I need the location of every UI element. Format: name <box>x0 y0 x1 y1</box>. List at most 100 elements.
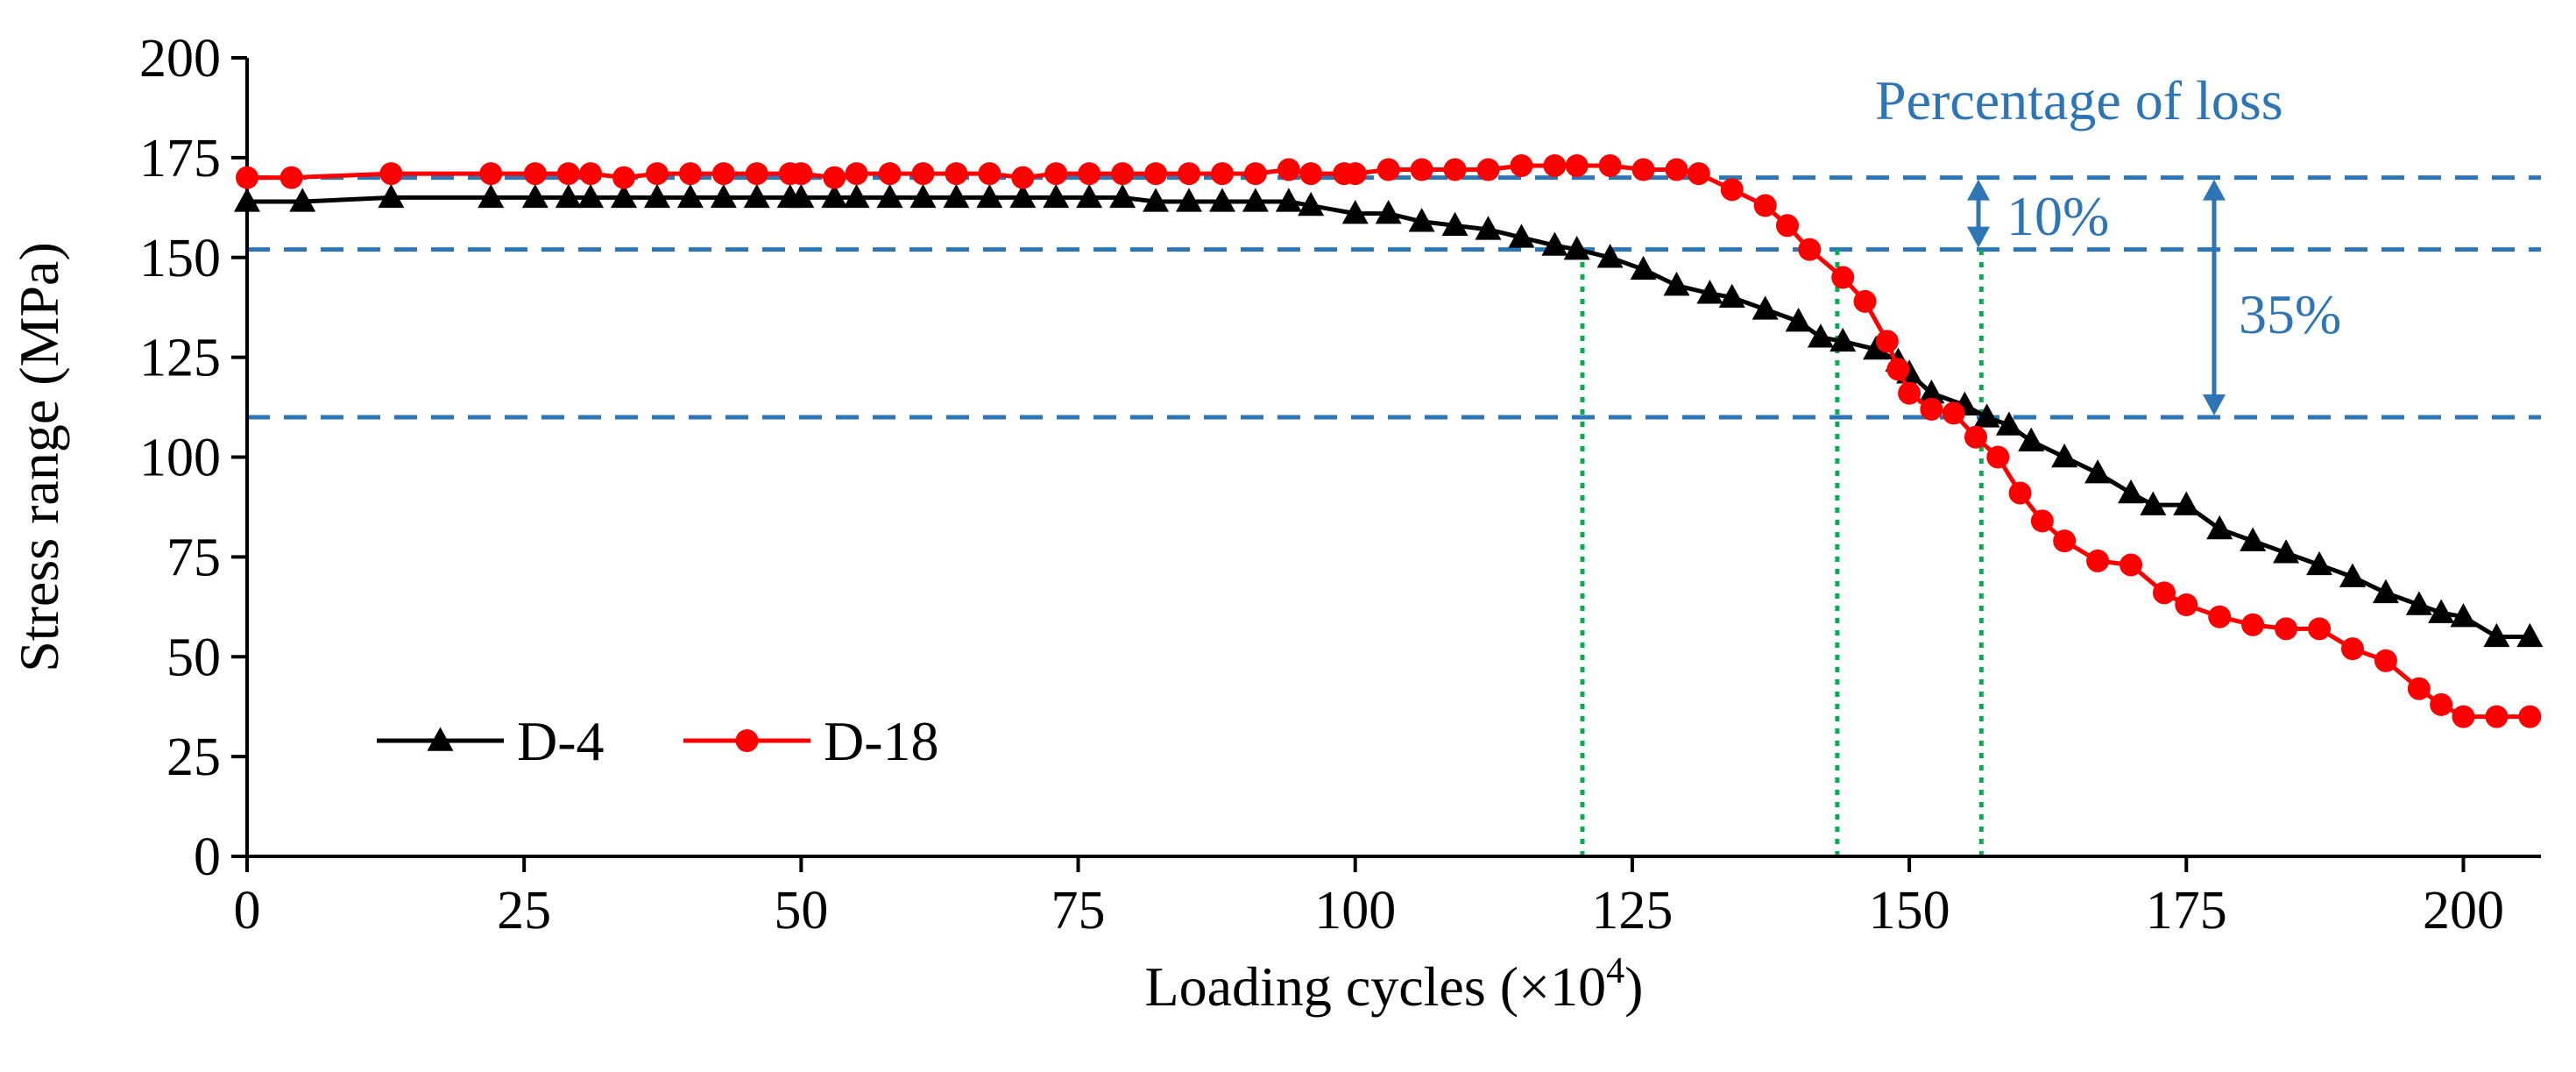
y-tick-label: 100 <box>139 429 221 488</box>
data-point-circle <box>479 162 503 186</box>
y-tick-label: 200 <box>139 29 221 89</box>
data-point-circle <box>1687 162 1710 186</box>
data-point-circle <box>1631 158 1655 181</box>
data-point-circle <box>1831 266 1855 289</box>
data-point-triangle <box>1275 188 1302 212</box>
data-point-triangle <box>1807 323 1834 348</box>
data-point-circle <box>1920 397 1943 421</box>
data-point-triangle <box>1995 411 2022 436</box>
data-point-circle <box>823 166 846 189</box>
annotation-title: Percentage of loss <box>1875 69 2283 131</box>
data-point-circle <box>2374 649 2397 672</box>
data-point-circle <box>945 162 968 186</box>
x-tick-label: 75 <box>1051 881 1106 941</box>
arrow-10-percent <box>1967 179 1990 248</box>
data-point-circle <box>1875 330 1899 353</box>
data-point-circle <box>1598 153 1622 177</box>
data-point-triangle <box>1408 208 1435 232</box>
data-point-triangle <box>1785 308 1812 332</box>
data-point-triangle <box>521 183 548 209</box>
data-point-triangle <box>710 183 737 209</box>
data-point-circle <box>2152 581 2176 605</box>
data-point-triangle <box>843 183 870 209</box>
legend: D-4 D-18 <box>377 710 939 772</box>
data-point-circle <box>1964 425 1987 449</box>
axes: 0 25 50 75 100 125 150 175 200 0 25 50 75 100 125 150 17… <box>139 29 2541 941</box>
data-point-triangle <box>2018 427 2045 451</box>
data-point-triangle <box>1242 188 1269 212</box>
data-point-circle <box>1243 162 1267 186</box>
data-point-triangle <box>743 183 770 209</box>
data-point-circle <box>735 729 759 752</box>
data-point-triangle <box>234 188 260 212</box>
data-point-circle <box>1720 178 1744 202</box>
data-point-circle <box>1986 445 2010 469</box>
data-point-triangle <box>1829 327 1857 352</box>
x-axis-title-exponent: 4 <box>1606 951 1624 991</box>
data-point-circle <box>678 162 702 186</box>
data-point-triangle <box>1475 216 1502 240</box>
data-point-triangle <box>1918 380 1945 404</box>
x-tick-label: 125 <box>1591 881 1673 941</box>
arrow-head-up <box>2203 179 2226 201</box>
data-point-circle <box>2518 705 2542 728</box>
x-tick-label: 175 <box>2146 881 2227 941</box>
data-point-triangle <box>1630 255 1657 280</box>
data-point-triangle <box>909 183 937 209</box>
data-point-circle <box>1665 158 1688 181</box>
data-point-circle <box>2120 553 2143 577</box>
data-point-triangle <box>1663 272 1690 296</box>
data-point-triangle <box>1508 224 1535 248</box>
data-point-circle <box>1299 162 1323 186</box>
data-point-triangle <box>1563 236 1590 260</box>
data-point-circle <box>2208 605 2232 628</box>
data-point-circle <box>711 162 735 186</box>
arrow-head-up <box>1967 179 1990 201</box>
x-tick-label: 150 <box>1869 881 1950 941</box>
data-point-circle <box>280 166 303 189</box>
data-point-circle <box>1376 158 1400 181</box>
data-point-circle <box>2086 549 2110 572</box>
data-point-circle <box>2430 692 2453 716</box>
y-tick-label: 25 <box>166 728 221 787</box>
data-point-circle <box>1543 153 1567 177</box>
data-point-triangle <box>2273 539 2300 564</box>
arrow-35-percent <box>2203 179 2226 415</box>
data-point-triangle <box>1143 188 1170 212</box>
data-point-circle <box>1886 358 1910 381</box>
data-point-circle <box>1277 158 1300 181</box>
data-point-triangle <box>676 183 704 209</box>
data-point-circle <box>1443 158 1467 181</box>
data-point-triangle <box>2140 491 2167 515</box>
data-point-circle <box>978 162 1001 186</box>
data-point-circle <box>1078 162 1101 186</box>
data-point-triangle <box>1696 280 1723 304</box>
legend-item-d-18 <box>683 729 810 752</box>
data-point-circle <box>1410 158 1433 181</box>
data-point-circle <box>645 162 669 186</box>
data-point-triangle <box>378 183 405 209</box>
data-point-circle <box>1753 194 1777 217</box>
data-point-triangle <box>1541 231 1568 256</box>
x-tick-label: 0 <box>234 881 261 941</box>
data-point-triangle <box>2051 443 2078 468</box>
legend-label-d18: D-18 <box>824 710 939 772</box>
data-point-circle <box>1343 162 1367 186</box>
data-point-circle <box>745 162 768 186</box>
arrow-head-down <box>2203 394 2226 415</box>
data-point-triangle <box>2118 479 2145 504</box>
x-axis-title-close: ) <box>1624 955 1643 1018</box>
data-point-triangle <box>2084 459 2112 484</box>
data-point-triangle <box>2516 622 2544 648</box>
data-point-triangle <box>643 183 670 209</box>
data-point-circle <box>1011 166 1035 189</box>
data-point-triangle <box>1076 183 1103 209</box>
data-point-triangle <box>2372 579 2399 604</box>
data-point-circle <box>1510 153 1533 177</box>
y-tick-label: 150 <box>139 229 221 288</box>
data-point-circle <box>2407 677 2431 700</box>
legend-label-d4: D-4 <box>517 710 605 772</box>
data-point-circle <box>2340 637 2364 661</box>
x-axis-title: Loading cycles (×104) <box>1145 951 1644 1018</box>
data-point-circle <box>612 166 636 189</box>
